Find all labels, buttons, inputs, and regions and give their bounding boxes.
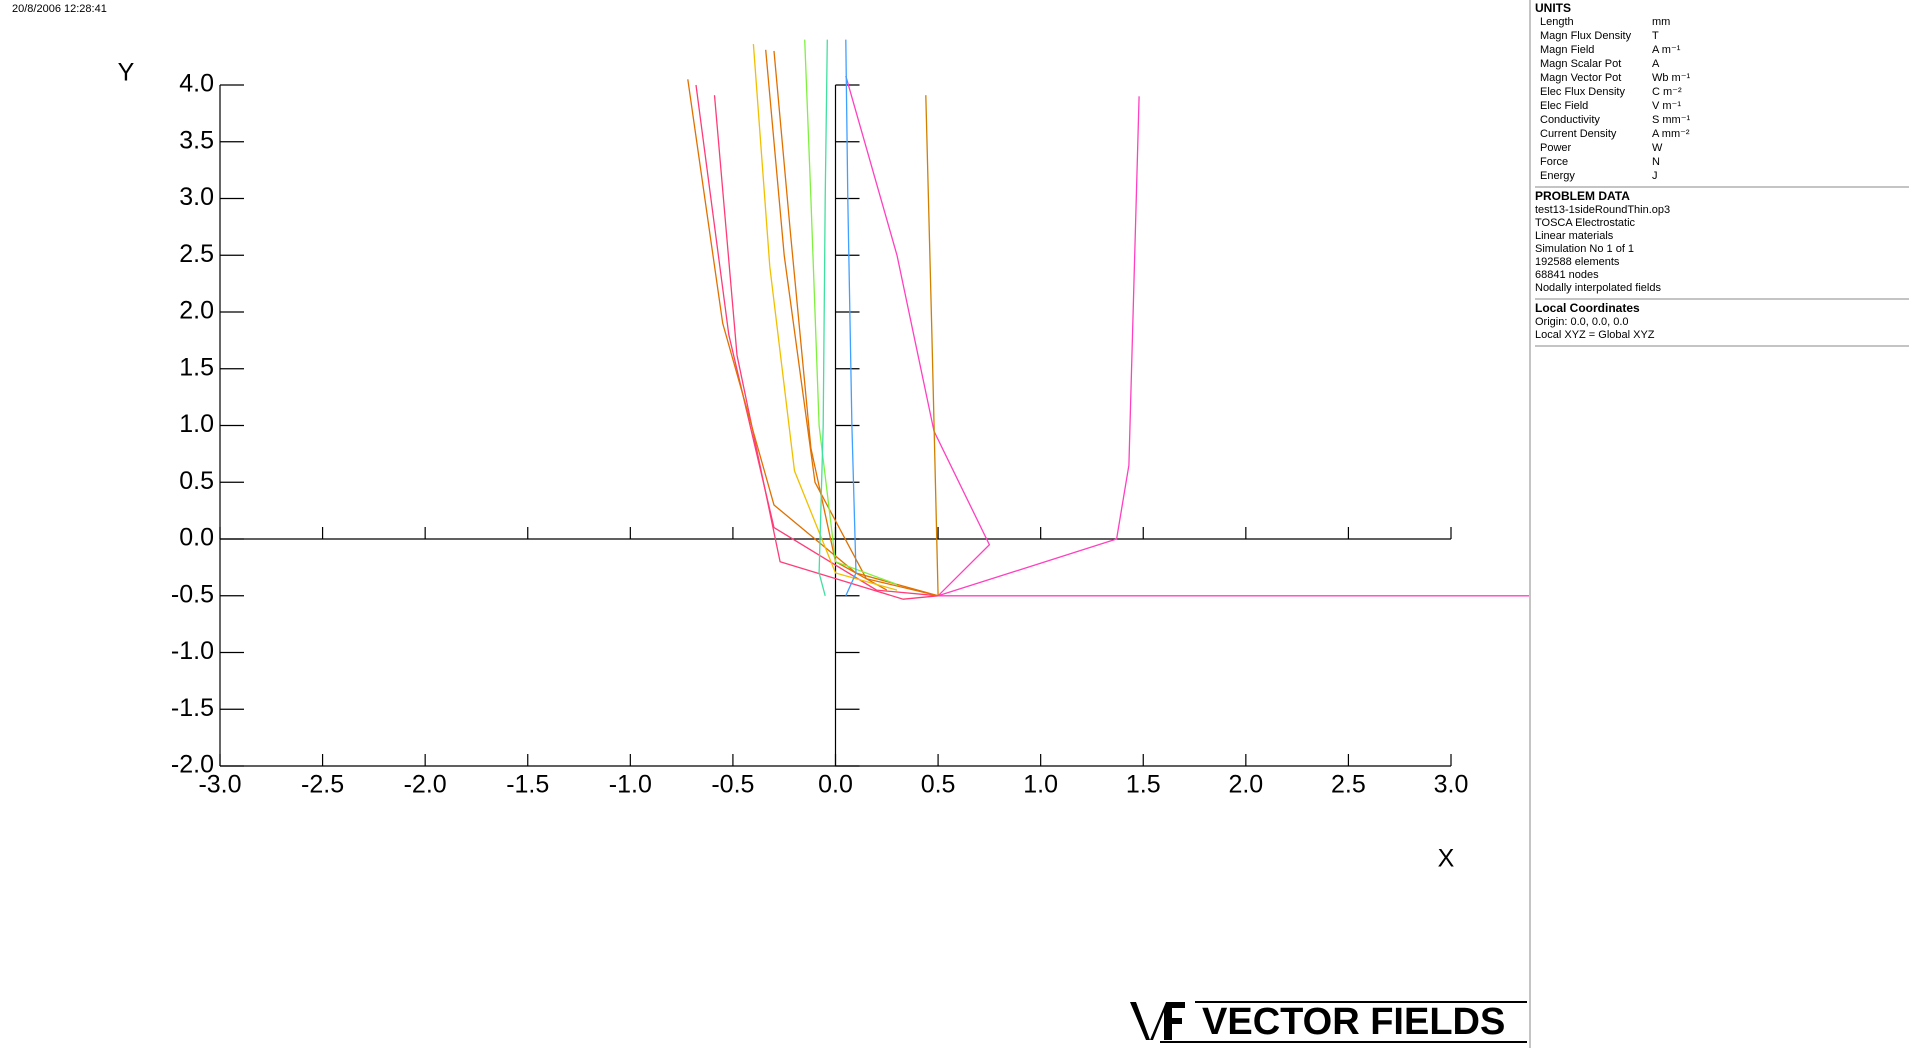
logo: VECTOR FIELDS <box>1130 1001 1527 1043</box>
trajectory <box>845 75 991 597</box>
problem-line: Nodally interpolated fields <box>1535 282 1661 294</box>
y-axis-label: Y <box>118 59 135 87</box>
x-tick-label: -1.5 <box>506 771 549 799</box>
x-tick-label: -1.0 <box>609 771 652 799</box>
unit-name: Current Density <box>1540 128 1617 140</box>
y-tick-label: 1.5 <box>179 353 214 381</box>
x-tick-label: 3.0 <box>1434 771 1469 799</box>
unit-name: Elec Flux Density <box>1540 86 1625 98</box>
unit-name: Length <box>1540 16 1574 28</box>
unit-name: Magn Field <box>1540 44 1594 56</box>
trajectory <box>752 44 898 591</box>
unit-value: A m⁻¹ <box>1652 44 1681 56</box>
trajectory <box>818 39 828 596</box>
y-tick-label: 0.5 <box>179 467 214 495</box>
trajectory <box>765 49 939 597</box>
unit-name: Force <box>1540 156 1568 168</box>
timestamp: 20/8/2006 12:28:41 <box>12 3 107 15</box>
x-tick-label: -2.5 <box>301 771 344 799</box>
logo-text: VECTOR FIELDS <box>1202 1001 1505 1043</box>
y-tick-label: -2.0 <box>171 751 214 779</box>
unit-value: mm <box>1652 16 1670 28</box>
y-tick-label: 1.0 <box>179 410 214 438</box>
unit-name: Magn Vector Pot <box>1540 72 1621 84</box>
problem-line: TOSCA Electrostatic <box>1535 217 1636 229</box>
y-tick-label: -1.5 <box>171 694 214 722</box>
y-tick-label: 3.5 <box>179 126 214 154</box>
y-tick-label: -0.5 <box>171 580 214 608</box>
x-tick-label: 2.0 <box>1228 771 1263 799</box>
x-tick-label: -3.0 <box>198 771 241 799</box>
unit-name: Magn Flux Density <box>1540 30 1632 42</box>
problem-line: Linear materials <box>1535 230 1614 242</box>
unit-value: Wb m⁻¹ <box>1652 72 1691 84</box>
unit-value: V m⁻¹ <box>1652 100 1681 112</box>
panel-heading: PROBLEM DATA <box>1535 189 1630 203</box>
problem-line: Simulation No 1 of 1 <box>1535 243 1634 255</box>
trajectory <box>695 84 939 597</box>
unit-name: Energy <box>1540 170 1575 182</box>
trajectory <box>925 95 939 596</box>
unit-value: T <box>1652 30 1659 42</box>
x-tick-label: 0.5 <box>921 771 956 799</box>
unit-value: J <box>1652 170 1658 182</box>
x-tick-label: 0.0 <box>818 771 853 799</box>
unit-value: C m⁻² <box>1652 86 1682 98</box>
unit-value: A <box>1652 58 1660 70</box>
x-axis-label: X <box>1438 845 1455 873</box>
y-tick-label: 2.0 <box>179 297 214 325</box>
unit-value: S mm⁻¹ <box>1652 114 1691 126</box>
unit-value: N <box>1652 156 1660 168</box>
problem-line: 192588 elements <box>1535 256 1620 268</box>
x-tick-label: 2.5 <box>1331 771 1366 799</box>
panel-heading: UNITS <box>1535 1 1571 15</box>
problem-line: test13-1sideRoundThin.op3 <box>1535 204 1670 216</box>
unit-name: Conductivity <box>1540 114 1600 126</box>
trajectory <box>773 50 888 591</box>
unit-value: W <box>1652 142 1663 154</box>
unit-name: Power <box>1540 142 1572 154</box>
trajectory <box>845 39 857 597</box>
coords-line: Local XYZ = Global XYZ <box>1535 329 1655 341</box>
trajectory <box>937 96 1529 597</box>
x-tick-label: -0.5 <box>711 771 754 799</box>
unit-name: Magn Scalar Pot <box>1540 58 1621 70</box>
y-tick-label: 2.5 <box>179 240 214 268</box>
y-tick-label: 3.0 <box>179 183 214 211</box>
panel-heading: Local Coordinates <box>1535 301 1640 315</box>
x-tick-label: 1.5 <box>1126 771 1161 799</box>
trajectory <box>687 79 939 597</box>
x-tick-label: 1.0 <box>1023 771 1058 799</box>
trajectory <box>713 95 939 600</box>
y-tick-label: 0.0 <box>179 524 214 552</box>
unit-value: A mm⁻² <box>1652 128 1690 140</box>
y-tick-label: 4.0 <box>179 70 214 98</box>
y-tick-label: -1.0 <box>171 637 214 665</box>
problem-line: 68841 nodes <box>1535 269 1599 281</box>
x-tick-label: -2.0 <box>404 771 447 799</box>
unit-name: Elec Field <box>1540 100 1588 112</box>
coords-line: Origin: 0.0, 0.0, 0.0 <box>1535 316 1629 328</box>
